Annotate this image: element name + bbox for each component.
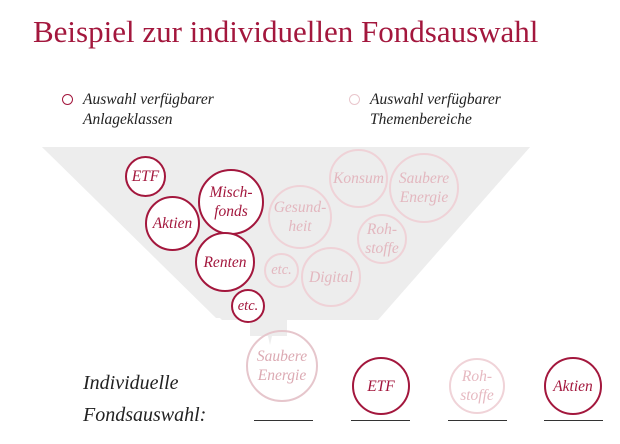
legend-marker-themes bbox=[349, 94, 360, 105]
legend-themes: Auswahl verfügbarer Themenbereiche bbox=[370, 91, 501, 128]
legend-asset-classes: Auswahl verfügbarer Anlageklassen bbox=[83, 91, 214, 128]
bubble-mischfonds: Misch- fonds bbox=[198, 169, 264, 235]
bubble-renten: Renten bbox=[195, 232, 255, 292]
bubble-gesundheit: Gesund- heit bbox=[268, 185, 332, 249]
selected-rohstoffe: Roh- stoffe bbox=[449, 358, 505, 414]
bubble-digital: Digital bbox=[301, 247, 361, 307]
selection-slot-line-1 bbox=[254, 420, 313, 421]
bubble-aktien: Aktien bbox=[145, 196, 200, 251]
selection-slot-line-3 bbox=[448, 420, 507, 421]
footer-label-line2: Fondsauswahl: bbox=[83, 404, 207, 426]
bubble-konsum: Konsum bbox=[329, 149, 388, 208]
bubble-etf: ETF bbox=[125, 156, 166, 197]
selected-etf: ETF bbox=[352, 357, 410, 415]
selection-slot-line-4 bbox=[544, 420, 603, 421]
bubble-saubere-energie: Saubere Energie bbox=[389, 153, 459, 223]
selection-slot-line-2 bbox=[351, 420, 410, 421]
legend-marker-asset-classes bbox=[62, 94, 73, 105]
selected-aktien: Aktien bbox=[544, 357, 602, 415]
bubble-rohstoffe: Roh- stoffe bbox=[357, 214, 407, 264]
footer-label-line1: Individuelle bbox=[83, 372, 179, 394]
bubble-output-saubere-energie: Saubere Energie bbox=[246, 330, 318, 402]
bubble-etc-classes: etc. bbox=[231, 289, 265, 323]
bubble-etc-themes: etc. bbox=[264, 253, 299, 288]
page-title: Beispiel zur individuellen Fondsauswahl bbox=[33, 14, 539, 49]
